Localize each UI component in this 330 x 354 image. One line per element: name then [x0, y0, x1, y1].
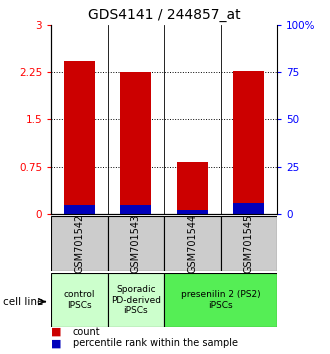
Bar — [51, 216, 108, 271]
Text: presenilin 2 (PS2)
iPSCs: presenilin 2 (PS2) iPSCs — [181, 290, 260, 310]
Text: count: count — [73, 327, 100, 337]
Bar — [120, 72, 151, 214]
Title: GDS4141 / 244857_at: GDS4141 / 244857_at — [88, 8, 241, 22]
Bar — [108, 273, 164, 327]
Text: percentile rank within the sample: percentile rank within the sample — [73, 338, 238, 348]
Text: ■: ■ — [51, 338, 62, 348]
Bar — [120, 205, 151, 214]
Text: cell line: cell line — [3, 297, 44, 307]
Bar — [164, 216, 221, 271]
Text: control
IPSCs: control IPSCs — [64, 290, 95, 310]
Bar — [164, 273, 277, 327]
Bar — [177, 210, 208, 214]
Text: Sporadic
PD-derived
iPSCs: Sporadic PD-derived iPSCs — [111, 285, 161, 315]
Text: GSM701543: GSM701543 — [131, 214, 141, 273]
Text: ■: ■ — [51, 327, 62, 337]
Bar — [233, 204, 264, 214]
Bar — [51, 273, 108, 327]
Bar — [221, 216, 277, 271]
Bar — [64, 61, 95, 214]
Text: GSM701542: GSM701542 — [74, 214, 84, 273]
Text: GSM701545: GSM701545 — [244, 214, 254, 273]
Bar — [233, 71, 264, 214]
Text: GSM701544: GSM701544 — [187, 214, 197, 273]
Bar — [108, 216, 164, 271]
Bar — [177, 162, 208, 214]
Bar — [64, 205, 95, 214]
